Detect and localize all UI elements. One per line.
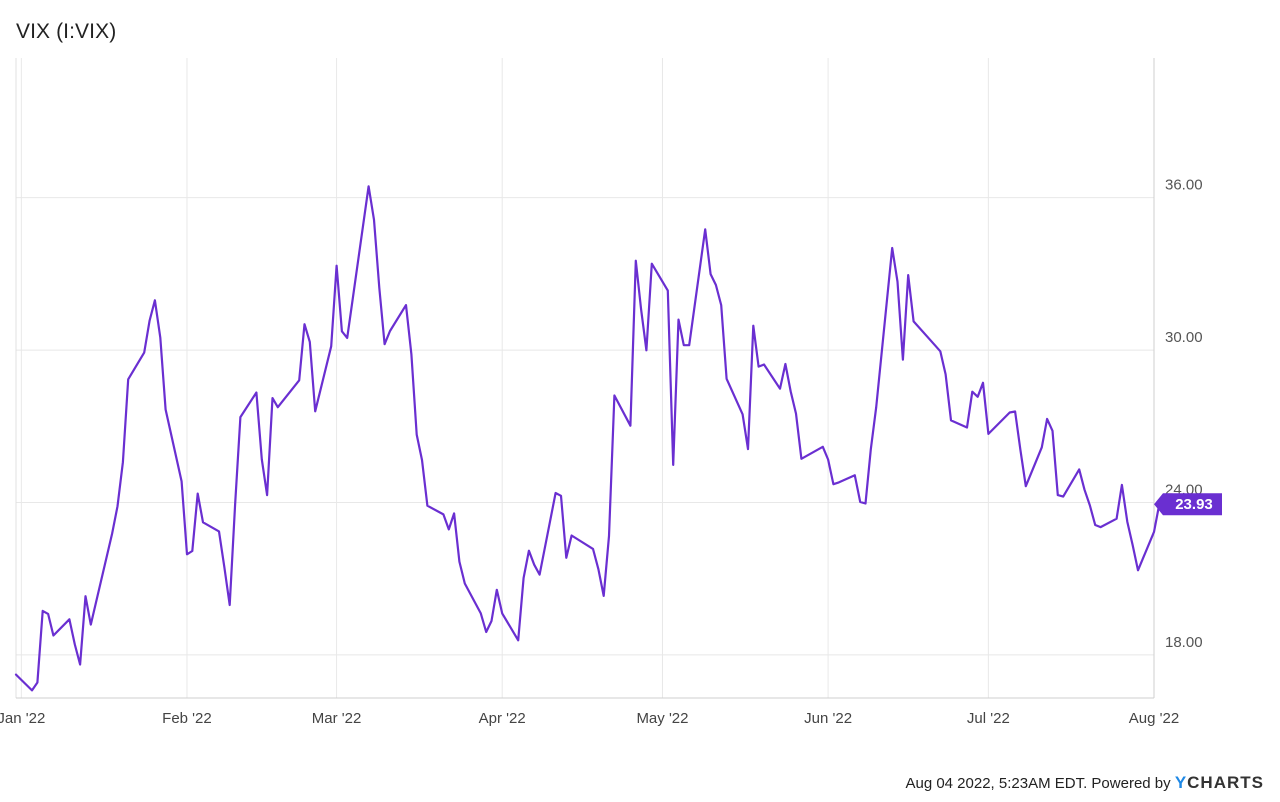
- y-tick-label: 18.00: [1165, 634, 1203, 651]
- grid: [15, 58, 1155, 699]
- x-tick-label: Jun '22: [804, 710, 852, 727]
- footer-powered-by: Powered by: [1091, 775, 1171, 792]
- y-tick-label: 36.00: [1165, 177, 1203, 194]
- ycharts-logo-text: CHARTS: [1187, 773, 1264, 792]
- y-tick-label: 30.00: [1165, 329, 1203, 346]
- last-value-label: 23.93: [1175, 496, 1213, 513]
- footer-timestamp: Aug 04 2022, 5:23AM EDT.: [905, 775, 1088, 792]
- chart-title: VIX (I:VIX): [16, 20, 117, 43]
- x-tick-label: Feb '22: [162, 710, 212, 727]
- x-tick-label: Mar '22: [312, 710, 362, 727]
- x-tick-label: Jul '22: [967, 710, 1010, 727]
- ycharts-logo[interactable]: YCHARTS: [1175, 773, 1264, 792]
- last-value-badge: [1154, 493, 1222, 516]
- x-tick-label: Aug '22: [1129, 710, 1179, 727]
- chart-footer: Aug 04 2022, 5:23AM EDT. Powered by YCHA…: [905, 773, 1264, 793]
- x-tick-label: Apr '22: [479, 710, 526, 727]
- last-value-layer: 23.93: [1154, 493, 1222, 516]
- x-tick-label: Jan '22: [0, 710, 45, 727]
- series-layer: [14, 185, 1161, 692]
- x-tick-label: May '22: [636, 710, 688, 727]
- vix-series-line: [14, 185, 1161, 692]
- ycharts-logo-y: Y: [1174, 773, 1188, 792]
